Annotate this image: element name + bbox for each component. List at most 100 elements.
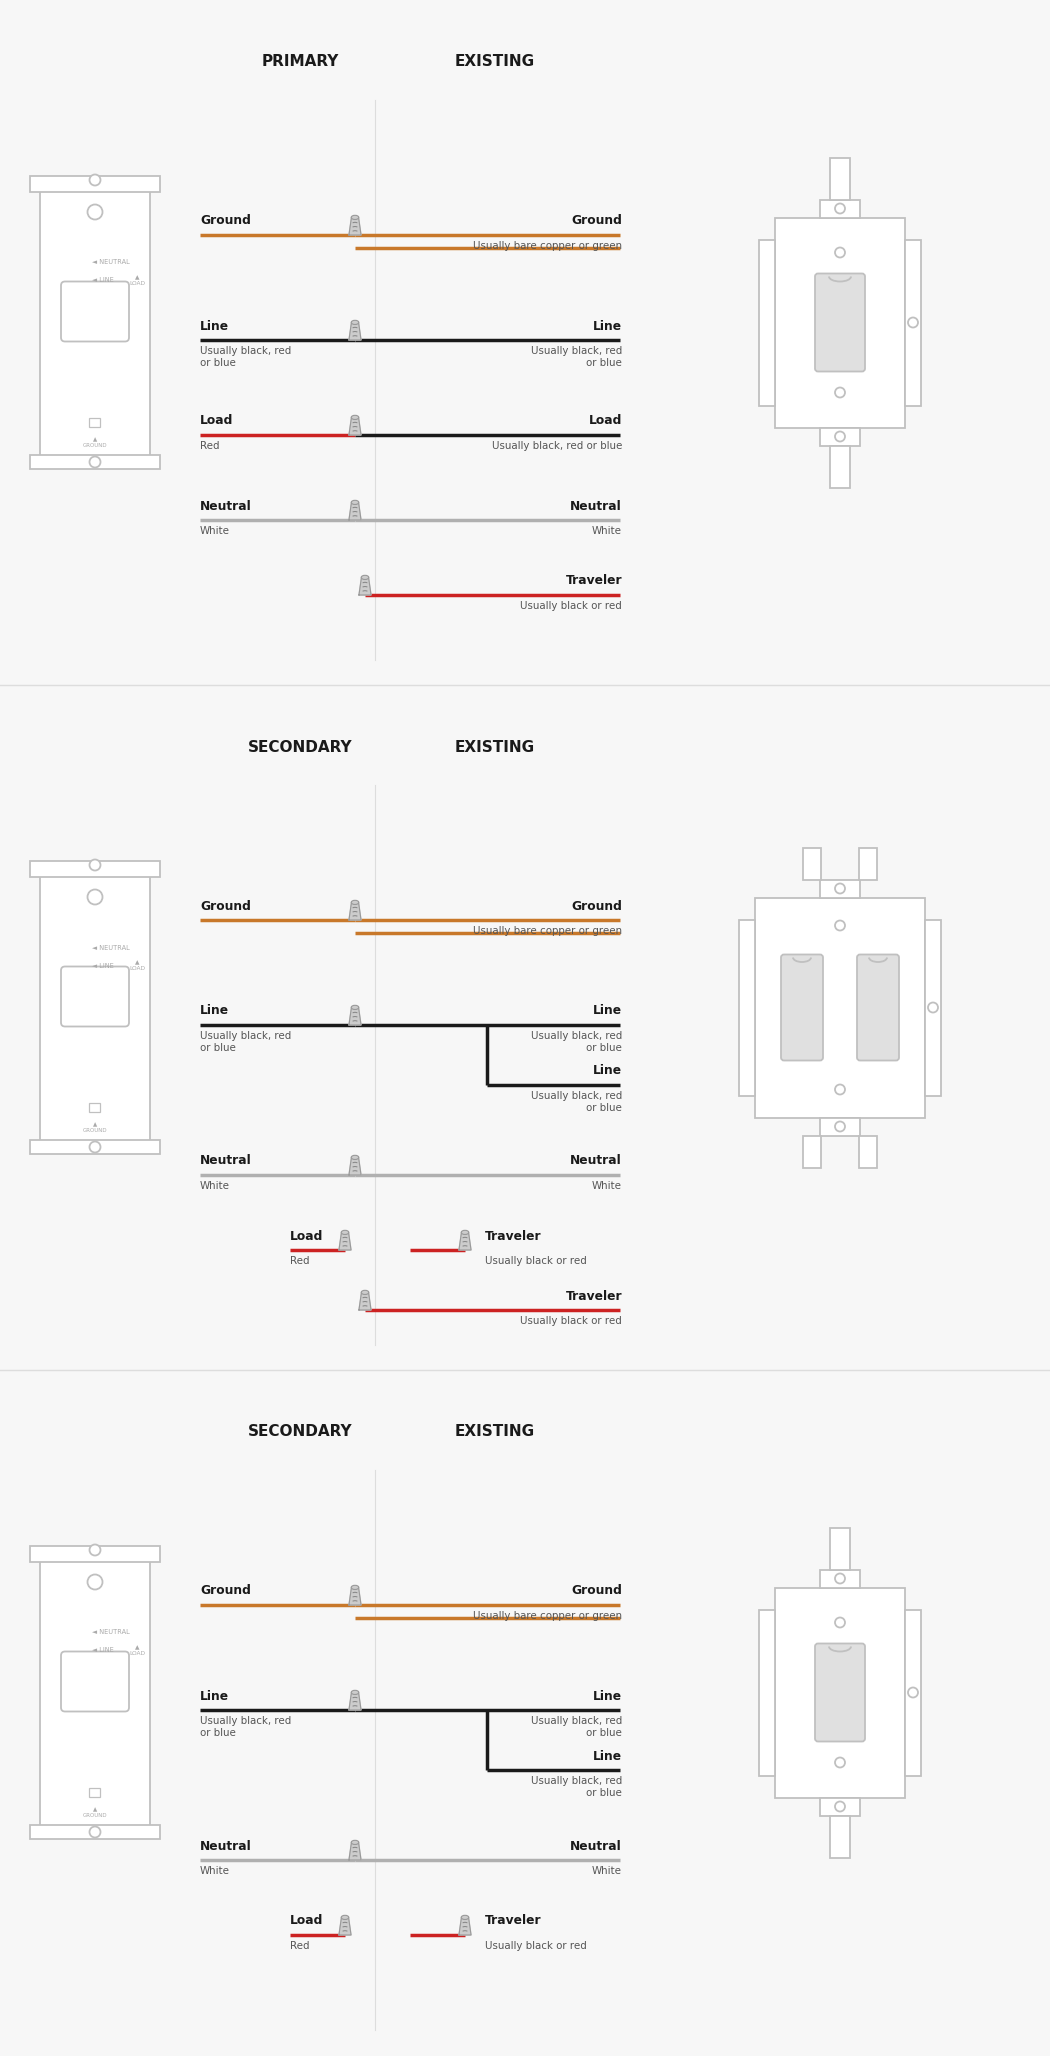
Text: Usually black or red: Usually black or red <box>485 1256 587 1266</box>
Text: Usually black or red: Usually black or red <box>520 600 622 611</box>
Text: ▲
GROUND: ▲ GROUND <box>83 1807 107 1818</box>
Polygon shape <box>349 1007 361 1026</box>
Text: Usually black or red: Usually black or red <box>485 1941 587 1951</box>
Bar <box>820 880 860 898</box>
Bar <box>30 1546 160 1563</box>
Bar <box>89 1789 100 1797</box>
Text: ▲
LOAD: ▲ LOAD <box>129 1645 145 1655</box>
Ellipse shape <box>352 500 359 504</box>
Circle shape <box>835 432 845 442</box>
Text: ▲
GROUND: ▲ GROUND <box>83 1123 107 1133</box>
Bar <box>820 1797 860 1815</box>
Text: EXISTING: EXISTING <box>455 740 536 755</box>
Ellipse shape <box>341 1229 349 1234</box>
Bar <box>820 1569 860 1587</box>
Text: Neutral: Neutral <box>570 1840 622 1852</box>
Circle shape <box>89 1141 101 1153</box>
Polygon shape <box>349 1158 361 1174</box>
Text: Neutral: Neutral <box>200 1840 252 1852</box>
Text: Line: Line <box>593 1690 622 1702</box>
Text: Neutral: Neutral <box>200 1155 252 1168</box>
Text: Red: Red <box>290 1256 310 1266</box>
Text: ▲
GROUND: ▲ GROUND <box>83 438 107 448</box>
Polygon shape <box>349 903 361 919</box>
Polygon shape <box>349 502 361 520</box>
Text: White: White <box>200 526 230 537</box>
Circle shape <box>835 387 845 397</box>
Circle shape <box>835 921 845 931</box>
Ellipse shape <box>352 901 359 905</box>
Text: Ground: Ground <box>571 214 622 228</box>
Bar <box>830 446 850 487</box>
Text: EXISTING: EXISTING <box>455 1425 536 1439</box>
Text: ◄ LINE: ◄ LINE <box>92 1647 113 1653</box>
Bar <box>30 1139 160 1153</box>
Bar <box>739 919 755 1096</box>
Text: ◄ NEUTRAL: ◄ NEUTRAL <box>92 944 130 950</box>
Bar <box>905 238 921 405</box>
Polygon shape <box>359 1293 371 1310</box>
Text: Usually black, red
or blue: Usually black, red or blue <box>200 345 291 368</box>
Circle shape <box>87 1575 103 1589</box>
Text: Red: Red <box>200 440 219 450</box>
Text: Load: Load <box>589 415 622 428</box>
Bar <box>775 218 905 428</box>
FancyBboxPatch shape <box>40 183 150 461</box>
Circle shape <box>835 204 845 214</box>
Circle shape <box>835 884 845 894</box>
Circle shape <box>89 456 101 467</box>
Polygon shape <box>339 1918 351 1935</box>
Text: Traveler: Traveler <box>485 1914 542 1929</box>
Text: Ground: Ground <box>200 214 251 228</box>
Text: Line: Line <box>593 319 622 333</box>
Circle shape <box>87 890 103 905</box>
FancyBboxPatch shape <box>40 870 150 1145</box>
FancyBboxPatch shape <box>781 954 823 1061</box>
Text: SECONDARY: SECONDARY <box>248 740 353 755</box>
Text: Load: Load <box>290 1914 323 1929</box>
Circle shape <box>89 175 101 185</box>
Text: Line: Line <box>593 1750 622 1762</box>
Bar <box>859 1135 877 1168</box>
Text: ▲
LOAD: ▲ LOAD <box>129 276 145 286</box>
Bar <box>89 417 100 428</box>
Text: Line: Line <box>593 1065 622 1077</box>
Bar <box>925 919 941 1096</box>
Bar <box>830 1528 850 1569</box>
Polygon shape <box>349 1587 361 1606</box>
Text: White: White <box>200 1867 230 1875</box>
Polygon shape <box>359 578 371 594</box>
Bar <box>820 428 860 446</box>
Text: Usually black, red
or blue: Usually black, red or blue <box>530 1030 622 1053</box>
Ellipse shape <box>352 1690 359 1694</box>
Text: White: White <box>592 1867 622 1875</box>
Text: Usually black, red or blue: Usually black, red or blue <box>491 440 622 450</box>
FancyBboxPatch shape <box>61 966 129 1026</box>
Polygon shape <box>349 1842 361 1861</box>
Text: White: White <box>592 1180 622 1190</box>
Circle shape <box>928 1003 938 1012</box>
Circle shape <box>835 1573 845 1583</box>
Text: Ground: Ground <box>571 1585 622 1598</box>
Text: Ground: Ground <box>200 901 251 913</box>
Text: ▲
LOAD: ▲ LOAD <box>129 960 145 970</box>
Text: Neutral: Neutral <box>570 1155 622 1168</box>
Text: Ground: Ground <box>571 901 622 913</box>
FancyBboxPatch shape <box>815 273 865 372</box>
Text: EXISTING: EXISTING <box>455 56 536 70</box>
Polygon shape <box>349 1692 361 1711</box>
Circle shape <box>908 1688 918 1698</box>
Text: Traveler: Traveler <box>485 1229 542 1242</box>
Circle shape <box>835 1801 845 1811</box>
Text: Traveler: Traveler <box>565 1289 622 1304</box>
Text: ◄ NEUTRAL: ◄ NEUTRAL <box>92 1630 130 1635</box>
Circle shape <box>89 1826 101 1838</box>
Text: SECONDARY: SECONDARY <box>248 1425 353 1439</box>
Bar <box>775 1587 905 1797</box>
Text: White: White <box>592 526 622 537</box>
FancyBboxPatch shape <box>40 1554 150 1832</box>
Ellipse shape <box>361 1291 369 1295</box>
Ellipse shape <box>352 216 359 220</box>
Text: Neutral: Neutral <box>200 500 252 512</box>
Text: Line: Line <box>593 1005 622 1018</box>
